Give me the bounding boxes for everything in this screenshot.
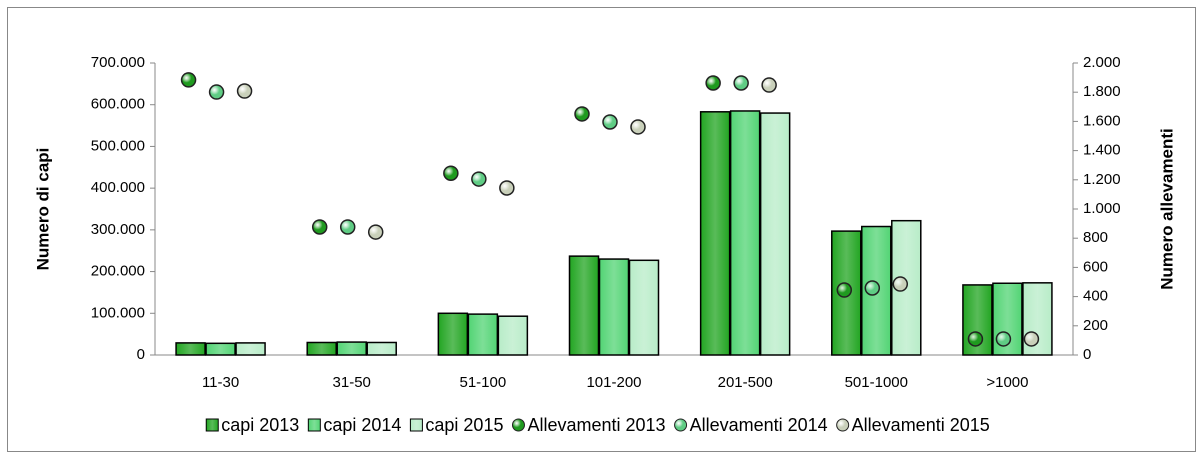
- y-tick-label: 100.000: [91, 304, 145, 321]
- legend-item: capi 2013: [205, 415, 299, 435]
- bar: [235, 342, 266, 356]
- y-tick-label: 700.000: [91, 54, 145, 71]
- point: [630, 119, 646, 135]
- chart-border: [7, 7, 1196, 452]
- point: [864, 280, 881, 296]
- point: [602, 114, 618, 130]
- point: [761, 77, 777, 93]
- legend-label: Allevamenti 2015: [852, 415, 990, 435]
- legend-marker: [205, 418, 219, 432]
- legend-item: capi 2014: [307, 415, 401, 435]
- y2-tick-label: 1.600: [1083, 112, 1121, 129]
- legend-marker: [307, 418, 321, 432]
- y2-tick-label: 1.200: [1083, 171, 1121, 188]
- point: [367, 224, 384, 240]
- bar: [437, 312, 469, 356]
- legend-marker: [836, 418, 850, 432]
- legend-marker: [674, 418, 688, 432]
- point: [733, 75, 749, 91]
- point: [311, 219, 328, 235]
- x-tick-label: 31-50: [333, 374, 371, 391]
- y2-tick-label: 1.000: [1083, 200, 1121, 217]
- legend: capi 2013 capi 2014 capi 2015 Allevamenti 2…: [205, 415, 990, 435]
- y2-tick-label: 200: [1083, 317, 1108, 334]
- legend-marker: [409, 418, 423, 432]
- y2-tick-label: 1.800: [1083, 83, 1121, 100]
- y-tick-label: 500.000: [91, 137, 145, 154]
- y2-axis-title: Numero allevamenti: [1157, 128, 1176, 290]
- y-tick-label: 200.000: [91, 263, 145, 280]
- legend-label: capi 2015: [425, 415, 503, 435]
- legend-label: Allevamenti 2014: [690, 415, 828, 435]
- bar: [336, 341, 367, 356]
- x-tick-label: 11-30: [202, 374, 239, 391]
- x-tick-label: 51-100: [459, 374, 506, 391]
- y-tick-label: 400.000: [91, 179, 145, 196]
- legend-item: Allevamenti 2015: [836, 415, 990, 435]
- x-tick-label: 101-200: [586, 374, 641, 391]
- point: [443, 165, 459, 181]
- point: [836, 282, 853, 298]
- bar: [729, 110, 761, 356]
- bar: [205, 342, 236, 356]
- legend-marker: [511, 418, 525, 432]
- point: [892, 276, 909, 292]
- legend-label: Allevamenti 2013: [527, 415, 665, 435]
- y-axis-title: Numero di capi: [33, 148, 52, 271]
- bar: [759, 112, 791, 356]
- point: [995, 331, 1012, 347]
- point: [208, 84, 225, 100]
- bar: [467, 313, 499, 356]
- y2-tick-label: 2.000: [1083, 54, 1121, 71]
- bar: [366, 341, 397, 356]
- point: [1023, 331, 1040, 347]
- legend-item: Allevamenti 2014: [674, 415, 828, 435]
- legend-label: capi 2014: [323, 415, 401, 435]
- point: [499, 180, 515, 196]
- point: [236, 83, 253, 99]
- legend-item: Allevamenti 2013: [511, 415, 666, 435]
- y-tick-label: 0: [137, 346, 145, 363]
- point: [471, 171, 487, 187]
- y-tick-label: 300.000: [91, 221, 145, 238]
- bar: [568, 255, 600, 356]
- y2-tick-label: 600: [1083, 258, 1108, 275]
- bar: [699, 111, 731, 356]
- y2-tick-label: 0: [1083, 346, 1091, 363]
- bar: [831, 230, 862, 356]
- legend-item: capi 2015: [409, 415, 503, 435]
- point: [339, 219, 356, 235]
- bar: [497, 315, 529, 356]
- bar: [306, 341, 337, 356]
- bar: [598, 258, 630, 356]
- point: [180, 72, 197, 88]
- x-tick-label: 201-500: [718, 374, 773, 391]
- x-tick-label: >1000: [986, 374, 1028, 391]
- y-tick-label: 600.000: [91, 96, 145, 113]
- legend-label: capi 2013: [221, 415, 299, 435]
- x-tick-label: 501-1000: [845, 374, 908, 391]
- point: [574, 106, 590, 122]
- bar: [628, 259, 660, 356]
- bar: [175, 342, 206, 356]
- y2-tick-label: 400: [1083, 288, 1108, 305]
- y2-tick-label: 800: [1083, 229, 1108, 246]
- point: [967, 331, 984, 347]
- point: [705, 75, 721, 91]
- y2-tick-label: 1.400: [1083, 142, 1121, 159]
